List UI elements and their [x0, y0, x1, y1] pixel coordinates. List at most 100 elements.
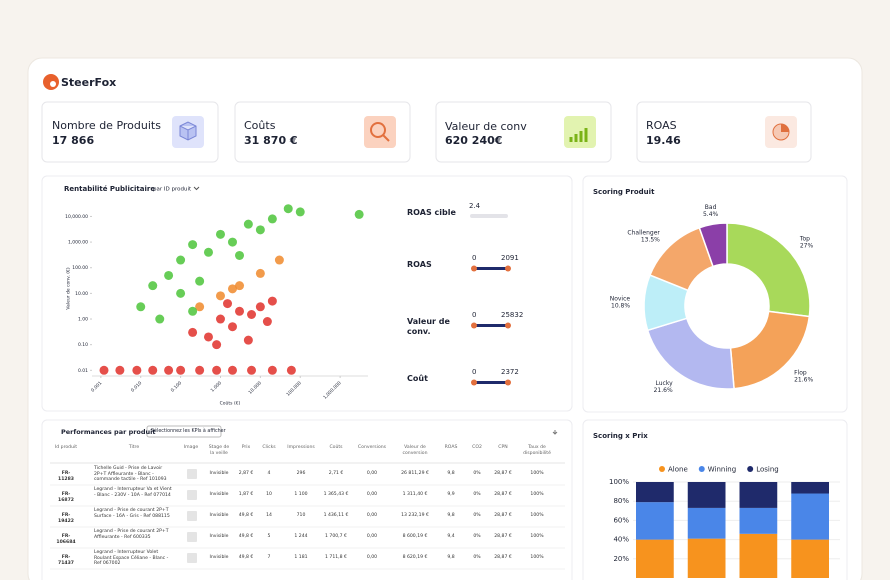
slider-handle[interactable] — [505, 322, 511, 329]
slice-label: Lucky — [656, 380, 674, 387]
filter-label: Valeur de conv. — [407, 317, 450, 336]
dropdown[interactable]: par ID produit — [153, 187, 192, 193]
filter-value: 2.4 — [469, 202, 481, 210]
slice-label: Novice — [610, 295, 631, 302]
table-cell: 28,87 € — [494, 492, 512, 497]
table-cell: 4 — [267, 471, 271, 476]
kpi-icon — [364, 116, 396, 148]
column-header: Id produit — [54, 445, 78, 450]
slice-label: Flop — [794, 370, 807, 377]
point — [155, 314, 165, 324]
slider-handle[interactable] — [471, 379, 477, 386]
product-image — [187, 553, 197, 563]
y-axis-label: Valeur de conv. (€) — [66, 267, 72, 310]
slice-value: 13.5% — [641, 236, 660, 243]
filter-min: 0 — [472, 368, 476, 376]
point — [247, 310, 257, 320]
point — [132, 365, 142, 375]
column-header: Impressions — [287, 445, 315, 450]
point — [262, 317, 272, 327]
bar-segment — [791, 493, 829, 540]
kpi-label: Coûts — [244, 119, 276, 132]
y-tick-label: 0.01 — [78, 368, 88, 374]
table-cell: 1 711,8 € — [325, 555, 347, 560]
table-cell: 28,87 € — [494, 513, 512, 518]
slider-handle[interactable] — [505, 379, 511, 386]
table-cell: 296 — [296, 471, 306, 476]
slider-range — [474, 381, 508, 384]
table-cell: 100% — [530, 555, 544, 560]
table-cell: 28,87 € — [494, 555, 512, 560]
point — [235, 281, 245, 291]
slice-label: Top — [799, 235, 810, 242]
point — [223, 299, 233, 309]
point — [227, 322, 237, 332]
point — [247, 365, 257, 375]
y-tick-label: 100% — [609, 478, 629, 486]
table-cell: 0,00 — [366, 492, 378, 497]
column-header: Valeur de conversion — [402, 445, 428, 456]
point — [227, 237, 237, 247]
filter-min: 0 — [472, 311, 476, 319]
table-cell: FR-106684 — [56, 534, 76, 545]
slider-handle[interactable] — [505, 265, 511, 272]
point — [235, 250, 245, 260]
slice-value: 21.6% — [794, 377, 813, 384]
bars-icon — [569, 128, 588, 142]
point — [188, 240, 198, 250]
point — [255, 302, 265, 312]
legend-label: Losing — [756, 466, 779, 474]
table-cell: 13 232,19 € — [401, 513, 429, 518]
point — [283, 204, 293, 214]
point — [195, 365, 205, 375]
panel — [41, 175, 573, 412]
bar-segment — [739, 507, 778, 534]
y-tick-label: 1.00 — [78, 317, 88, 323]
table-cell: Invisible — [209, 555, 229, 560]
coin-icon — [382, 134, 390, 142]
coin-icon — [370, 122, 386, 138]
dropdown-chevron[interactable] — [193, 186, 200, 191]
table-cell: Invisible — [209, 534, 229, 539]
point — [215, 229, 225, 239]
slider-handle[interactable] — [471, 265, 477, 272]
y-tick-label: 40% — [613, 536, 629, 544]
bar-segment — [739, 482, 778, 508]
table-cell: 710 — [296, 513, 306, 518]
table-cell: Legrand - Prise de courant 2P+T Surface … — [94, 508, 170, 519]
point — [215, 291, 225, 301]
slice-value: 5.4% — [703, 211, 719, 218]
kpi-button[interactable] — [146, 425, 222, 438]
table-cell: 2,87 € — [238, 471, 254, 476]
column-header: ROAS — [444, 445, 458, 450]
column-header: Stage de la veille — [208, 445, 230, 456]
bar-segment — [687, 482, 726, 508]
slider-range — [474, 324, 508, 327]
download-icon[interactable] — [552, 430, 558, 435]
slice-value: 27% — [800, 242, 814, 249]
slider-handle[interactable] — [471, 322, 477, 329]
kpi-button-label[interactable]: Sélectionnez les KPIs à afficher — [151, 428, 226, 434]
point — [195, 302, 205, 312]
filter-label: ROAS cible — [407, 208, 456, 217]
kpi-value: 620 240€ — [445, 134, 503, 147]
table-cell: 7 — [267, 555, 271, 560]
slider-track[interactable] — [470, 214, 508, 218]
table-cell: 0% — [473, 492, 481, 497]
point — [188, 327, 198, 337]
y-tick-label: 0.10 — [78, 342, 88, 348]
point — [148, 281, 158, 291]
point — [243, 219, 253, 229]
table-cell: 100% — [530, 513, 544, 518]
column-header: Coûts — [329, 445, 343, 450]
point — [164, 365, 174, 375]
point — [267, 214, 277, 224]
table-cell: 8 620,19 € — [402, 555, 428, 560]
point — [286, 365, 296, 375]
table-cell: 2,71 € — [328, 471, 344, 476]
table-cell: 100% — [530, 492, 544, 497]
table-cell: 1 181 — [294, 555, 308, 560]
column-header: Titre — [128, 445, 140, 450]
bar-segment — [739, 533, 778, 578]
bar-segment — [791, 482, 829, 494]
